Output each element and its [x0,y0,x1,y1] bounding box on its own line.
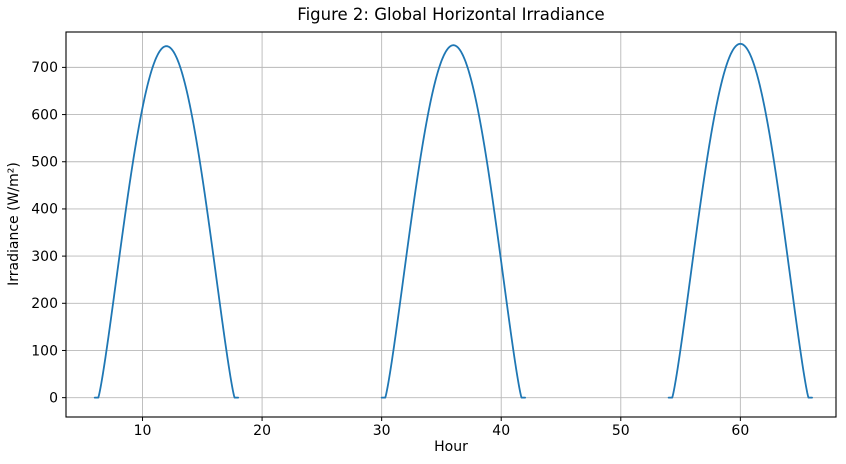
irradiance-curve-segment [93,45,240,399]
y-tick-label: 500 [31,155,58,171]
irradiance-curve-segment [380,44,527,399]
y-tick-label: 0 [49,390,58,406]
y-tick-label: 300 [31,249,58,265]
y-tick-label: 400 [31,202,58,218]
y-tick-label: 200 [31,296,58,312]
x-tick-label: 30 [373,423,391,439]
irradiance-curve-segment [667,42,813,399]
x-tick-label: 20 [253,423,271,439]
x-tick-label: 50 [612,423,630,439]
axes-spines [65,31,837,418]
x-tick-label: 40 [492,423,510,439]
y-tick-label: 700 [31,60,58,76]
y-axis-label: Irradiance (W/m²) [6,162,22,286]
chart-title: Figure 2: Global Horizontal Irradiance [297,5,605,24]
x-axis-label: Hour [434,439,468,455]
x-tick-label: 60 [731,423,749,439]
y-tick-label: 100 [31,343,58,359]
y-tick-label: 600 [31,107,58,123]
x-tick-label: 10 [134,423,152,439]
